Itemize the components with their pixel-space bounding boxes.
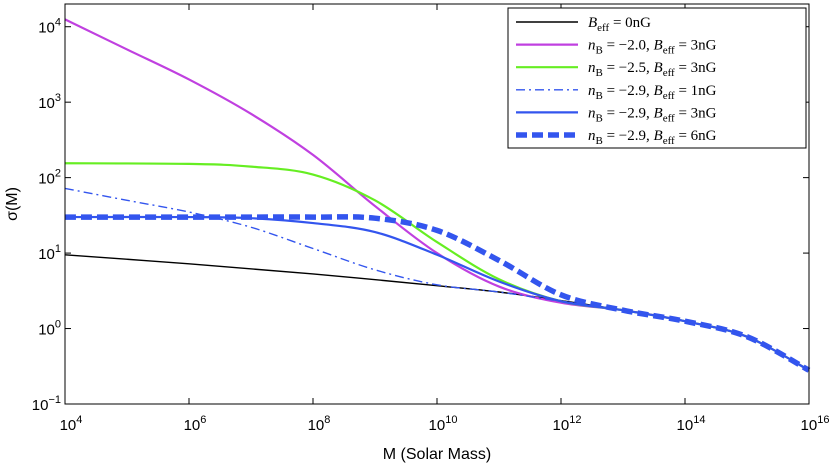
x-tick-label-0: 104: [60, 414, 83, 434]
legend-label-5: nB = −2.9, Beff = 6nG: [588, 128, 717, 147]
x-tick-label-4: 1012: [553, 414, 582, 434]
y-tick-label-2: 101: [38, 243, 61, 263]
y-tick-label-1: 100: [38, 319, 61, 339]
series-line-3: [64, 187, 810, 371]
legend-label-4: nB = −2.9, Beff = 3nG: [588, 105, 717, 124]
series-line-5: [65, 214, 811, 373]
y-tick-labels: 10−1 100 101 102 103 104: [32, 17, 61, 414]
series-line-4: [64, 215, 810, 372]
x-tick-labels: 104 106 108 1010 1012 1014 1016: [60, 414, 830, 434]
x-tick-label-1: 106: [184, 414, 207, 434]
legend-label-1: nB = −2.0, Beff = 3nG: [588, 38, 717, 57]
x-tick-label-6: 1016: [801, 414, 830, 434]
y-axis-label: σ(M): [4, 187, 21, 221]
legend: Beff = 0nG nB = −2.0, Beff = 3nG nB = −2.5…: [507, 7, 807, 149]
legend-label-2: nB = −2.5, Beff = 3nG: [588, 60, 717, 79]
x-tick-label-5: 1014: [677, 414, 706, 434]
y-tick-label-3: 102: [38, 168, 61, 188]
x-tick-label-2: 108: [308, 414, 331, 434]
y-tick-label-0: 10−1: [32, 394, 61, 414]
legend-label-0: Beff = 0nG: [588, 15, 651, 34]
x-axis-label: M (Solar Mass): [383, 446, 491, 463]
x-tick-label-3: 1010: [429, 414, 458, 434]
series-line-0: [64, 254, 810, 371]
plot-lines: [64, 18, 811, 373]
series-line-2: [64, 162, 810, 372]
legend-box: [507, 7, 807, 149]
legend-label-3: nB = −2.9, Beff = 1nG: [588, 83, 717, 102]
y-tick-label-4: 103: [38, 92, 61, 112]
y-tick-label-5: 104: [38, 17, 61, 37]
